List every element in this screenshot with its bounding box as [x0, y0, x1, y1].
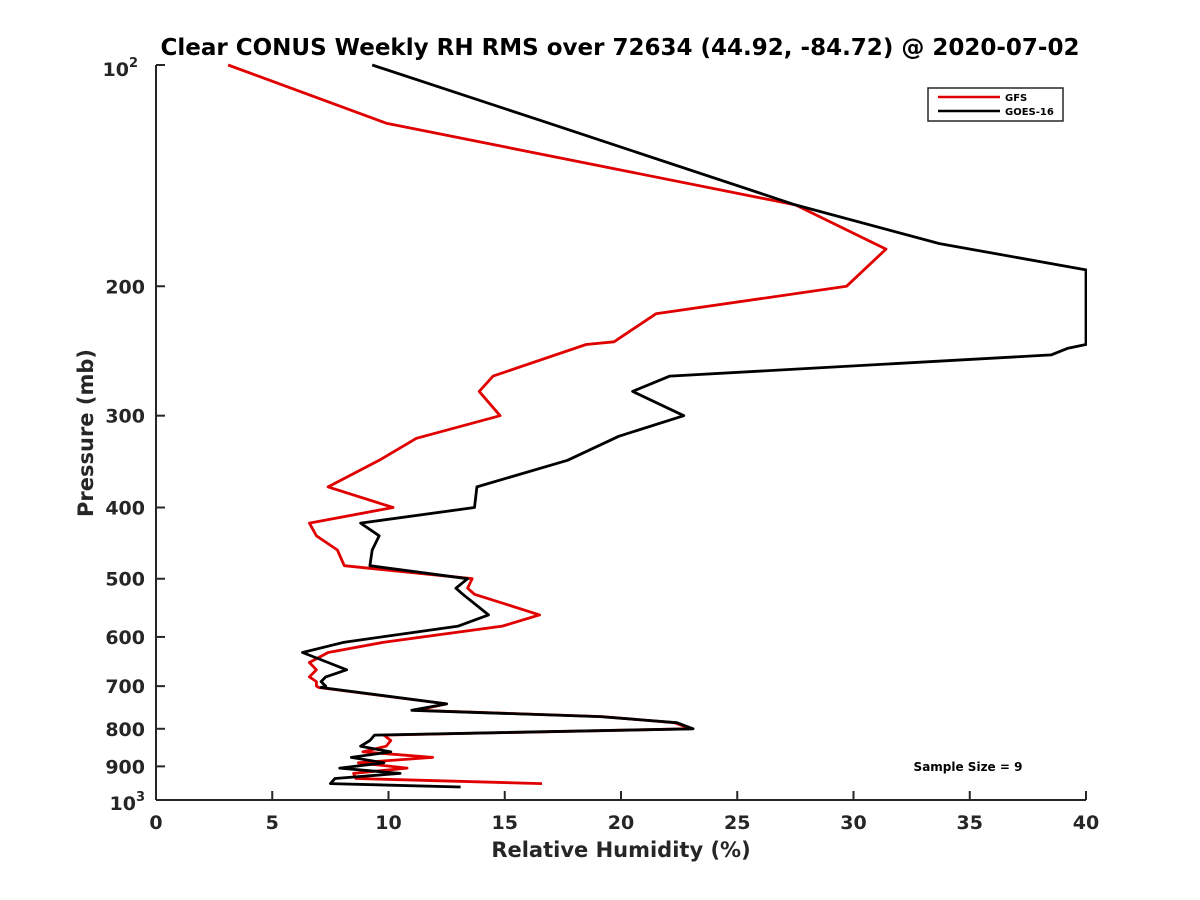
y-major-tick-top-exp: 2: [129, 56, 138, 71]
y-tick-label: 300: [105, 406, 145, 428]
x-tick-label: 15: [492, 812, 518, 834]
legend-label-goes16: GOES-16: [1005, 107, 1054, 118]
x-tick-label: 35: [957, 812, 983, 834]
x-tick-label: 5: [266, 812, 279, 834]
x-axis-label: Relative Humidity (%): [491, 838, 750, 862]
y-major-tick-top-base: 10: [103, 59, 129, 81]
x-tick-label: 0: [149, 812, 162, 834]
y-major-tick-bottom: 103: [110, 790, 146, 815]
y-axis-label: Pressure (mb): [74, 349, 98, 517]
y-ticks: 200 300 400 500 600 700 800 900: [105, 64, 165, 801]
plot-series: [227, 63, 1087, 789]
sample-size-annotation: Sample Size = 9: [914, 760, 1023, 774]
x-ticks: 0 5 10 15 20 25 30 35 40: [149, 791, 1099, 834]
axes: [155, 65, 1086, 801]
y-tick-label: 400: [105, 498, 145, 520]
x-tick-label: 25: [724, 812, 750, 834]
y-tick-label: 800: [105, 719, 145, 741]
x-tick-label: 10: [375, 812, 401, 834]
y-tick-label: 700: [105, 676, 145, 698]
series-line-goes16: [301, 63, 1087, 789]
y-tick-label: 200: [105, 276, 145, 298]
x-tick-label: 30: [840, 812, 866, 834]
y-major-tick-top: 102: [103, 56, 139, 81]
y-tick-label: 600: [105, 627, 145, 649]
y-tick-label: 500: [105, 569, 145, 591]
legend-label-gfs: GFS: [1005, 93, 1027, 104]
y-major-tick-bottom-exp: 3: [136, 790, 145, 805]
legend-box: [927, 87, 1064, 122]
svg-text:102: 102: [103, 56, 139, 81]
svg-text:103: 103: [110, 790, 146, 815]
chart-title: Clear CONUS Weekly RH RMS over 72634 (44…: [161, 35, 1080, 61]
y-major-tick-bottom-base: 10: [110, 793, 136, 815]
series-line-gfs: [227, 63, 888, 785]
x-tick-label: 20: [608, 812, 634, 834]
legend: GFS GOES-16: [927, 87, 1064, 122]
y-tick-label: 900: [105, 756, 145, 778]
x-tick-label: 40: [1073, 812, 1099, 834]
